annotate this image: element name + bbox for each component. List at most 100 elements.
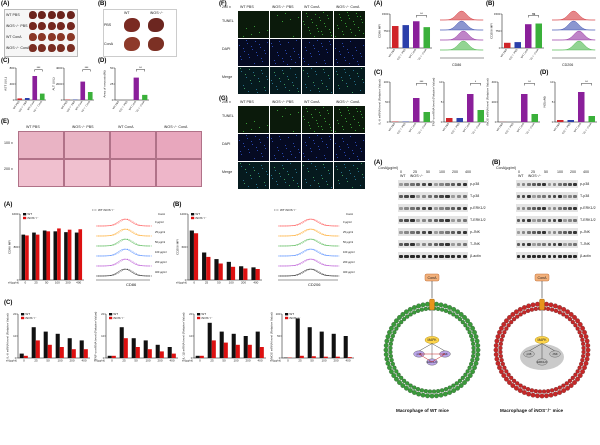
fluorescent-dot	[306, 108, 308, 110]
protein-band	[563, 206, 567, 210]
hist-legend-label: 25 μg/ml	[343, 230, 353, 234]
y-tick-label: 50	[277, 334, 281, 338]
he-image	[110, 131, 156, 159]
x-tick-label: iNOS⁻/⁻ PBS	[117, 100, 128, 112]
membrane-lipid	[493, 352, 499, 357]
fluorescent-dot	[267, 125, 269, 127]
fluorescent-dot	[279, 136, 281, 138]
protein-band	[456, 218, 462, 222]
bar	[226, 261, 231, 280]
fluorescent-dot	[341, 77, 343, 79]
protein-band	[568, 254, 572, 258]
membrane-lipid	[440, 307, 445, 312]
membrane-lipid	[431, 389, 437, 394]
fluorescent-dot	[279, 78, 281, 80]
hist-legend-label: 50 μg/ml	[343, 240, 353, 244]
bar	[53, 231, 58, 280]
membrane-lipid	[570, 319, 575, 325]
protein-band	[557, 194, 562, 198]
fluorescent-dot	[309, 137, 311, 139]
fluorescent-dot	[350, 136, 352, 138]
if-image	[238, 106, 269, 133]
x-tick-label: 25	[34, 281, 38, 285]
membrane-lipid	[469, 333, 474, 339]
fluorescent-dot	[294, 51, 296, 53]
bar	[64, 232, 68, 280]
fluorescent-dot	[311, 56, 313, 58]
membrane-lipid	[408, 383, 413, 388]
protein-band	[573, 182, 578, 186]
fluorescent-dot	[329, 41, 331, 43]
fluorescent-dot	[326, 86, 328, 88]
membrane-lipid	[411, 390, 417, 395]
fluorescent-dot	[362, 117, 364, 119]
fluorescent-dot	[340, 149, 342, 151]
y-tick-label: 400	[492, 80, 497, 84]
hist-curve	[277, 238, 339, 247]
fluorescent-dot	[321, 175, 323, 177]
hist-peak	[551, 30, 596, 41]
membrane-lipid	[383, 352, 389, 357]
protein-band	[552, 230, 557, 234]
fluorescent-dot	[304, 24, 306, 26]
protein-band	[557, 182, 562, 186]
significance-bracket	[82, 69, 91, 72]
membrane-lipid	[498, 354, 503, 359]
legend-swatch	[285, 313, 289, 316]
hist-peak	[551, 40, 596, 51]
y-tick-label: 0	[13, 98, 15, 102]
y-axis-label: iNOS mRNA level (Relative Value)	[486, 78, 490, 125]
membrane-lipid	[407, 388, 413, 393]
protein-band	[573, 254, 578, 258]
legend-label: WT	[113, 312, 118, 316]
fluorescent-dot	[282, 165, 284, 167]
blot-band-label: p-ERK1/2	[470, 206, 486, 210]
protein-band	[410, 254, 415, 258]
fluorescent-dot	[298, 112, 300, 114]
significance-bracket	[416, 83, 427, 86]
blot-strip	[516, 180, 578, 188]
fluorescent-dot	[244, 183, 246, 185]
membrane-lipid	[416, 391, 422, 397]
fluorescent-dot	[251, 129, 253, 131]
protein-band	[537, 206, 541, 210]
fluorescent-dot	[353, 116, 355, 118]
membrane-lipid	[385, 334, 391, 340]
protein-band	[410, 218, 415, 222]
protein-band	[547, 242, 552, 246]
bar	[23, 355, 28, 358]
membrane-lipid	[389, 358, 394, 363]
membrane-lipid	[465, 318, 470, 324]
if-row-label: Merge	[222, 170, 233, 174]
fluorescent-dot	[285, 50, 287, 52]
liver-lobe	[47, 11, 56, 19]
protein-band	[451, 230, 456, 234]
bar	[39, 93, 45, 100]
protein-band	[516, 218, 521, 222]
if-image	[334, 162, 365, 189]
fluorescent-dot	[303, 21, 305, 23]
membrane-lipid	[575, 369, 580, 374]
protein-band	[410, 242, 415, 246]
fluorescent-dot	[317, 40, 319, 42]
x-tick-label: 50	[134, 359, 138, 363]
receptor-icon	[429, 298, 435, 311]
membrane-lipid	[504, 326, 509, 331]
panel-label-right-a: (A)	[374, 1, 383, 7]
fluorescent-dot	[313, 177, 315, 179]
fluorescent-dot	[314, 143, 316, 145]
membrane-lipid	[507, 380, 512, 385]
y-tick-label: 10	[439, 80, 443, 84]
y-tick-label: 600	[182, 245, 187, 249]
if-row-label: TUNEL	[222, 19, 234, 23]
panel-label-blot-a: (A)	[374, 160, 383, 166]
fluorescent-dot	[310, 148, 312, 150]
liver-lobe	[47, 33, 56, 41]
fluorescent-dot	[319, 186, 321, 188]
fluorescent-dot	[246, 135, 248, 137]
y-tick-label: 10	[13, 334, 17, 338]
fluorescent-dot	[349, 75, 351, 77]
membrane-lipid	[436, 389, 441, 394]
protein-band	[552, 194, 557, 198]
